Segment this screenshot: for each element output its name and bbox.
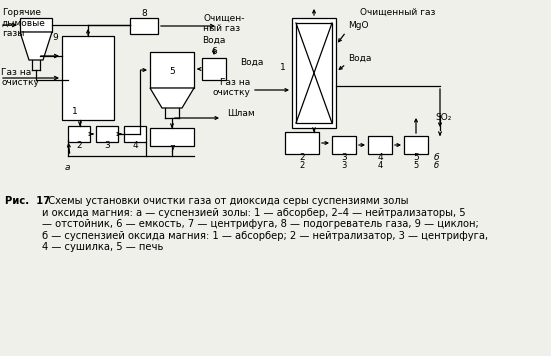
Text: Схемы установки очистки газа от диоксида серы суспензиями золы
и оксида магния: : Схемы установки очистки газа от диоксида… [42, 196, 488, 252]
Text: 6: 6 [211, 47, 217, 57]
Text: Вода: Вода [348, 53, 371, 63]
Bar [285, 132, 319, 154]
Text: 2: 2 [76, 141, 82, 151]
Text: Газ на
очистку: Газ на очистку [212, 78, 250, 98]
Bar [62, 36, 114, 120]
Text: 3: 3 [104, 141, 110, 151]
Text: 9: 9 [52, 33, 58, 42]
Polygon shape [150, 88, 194, 108]
Text: 4: 4 [132, 141, 138, 151]
Text: 1: 1 [72, 108, 78, 116]
Text: Очищен-
ный газ: Очищен- ный газ [203, 14, 245, 33]
Bar [124, 126, 146, 142]
Text: б: б [433, 153, 439, 162]
Bar [404, 136, 428, 154]
Text: Газ на
очистку: Газ на очистку [1, 68, 39, 88]
Bar [150, 52, 194, 88]
Text: Очищенный газ: Очищенный газ [360, 8, 435, 17]
Text: MgO: MgO [348, 21, 369, 31]
Text: 8: 8 [141, 9, 147, 17]
Bar [150, 128, 194, 146]
Text: 3: 3 [341, 153, 347, 162]
Text: 4: 4 [377, 161, 382, 169]
Polygon shape [20, 32, 52, 60]
Bar [296, 23, 332, 123]
Text: 7: 7 [169, 146, 175, 155]
Bar [332, 136, 356, 154]
Text: 5: 5 [413, 161, 419, 169]
Bar [292, 18, 336, 128]
Text: Шлам: Шлам [227, 109, 255, 117]
Bar [202, 58, 226, 80]
Text: 2: 2 [299, 161, 305, 169]
Text: Вода: Вода [240, 58, 263, 67]
Text: 1: 1 [280, 63, 286, 73]
Bar [68, 126, 90, 142]
Text: 4: 4 [377, 153, 383, 162]
Text: 5: 5 [413, 153, 419, 162]
Text: 2: 2 [299, 153, 305, 162]
Text: 5: 5 [169, 68, 175, 77]
Bar [96, 126, 118, 142]
Bar [368, 136, 392, 154]
Text: Рис.  17: Рис. 17 [5, 196, 50, 206]
Text: б: б [434, 161, 439, 169]
Bar [20, 18, 52, 32]
Bar [130, 18, 158, 34]
Text: Вода: Вода [202, 36, 226, 44]
Text: SO₂: SO₂ [435, 114, 451, 122]
Text: 3: 3 [341, 161, 347, 169]
Text: Горячие
дымовые
газы: Горячие дымовые газы [2, 8, 46, 38]
Text: а: а [64, 163, 70, 173]
